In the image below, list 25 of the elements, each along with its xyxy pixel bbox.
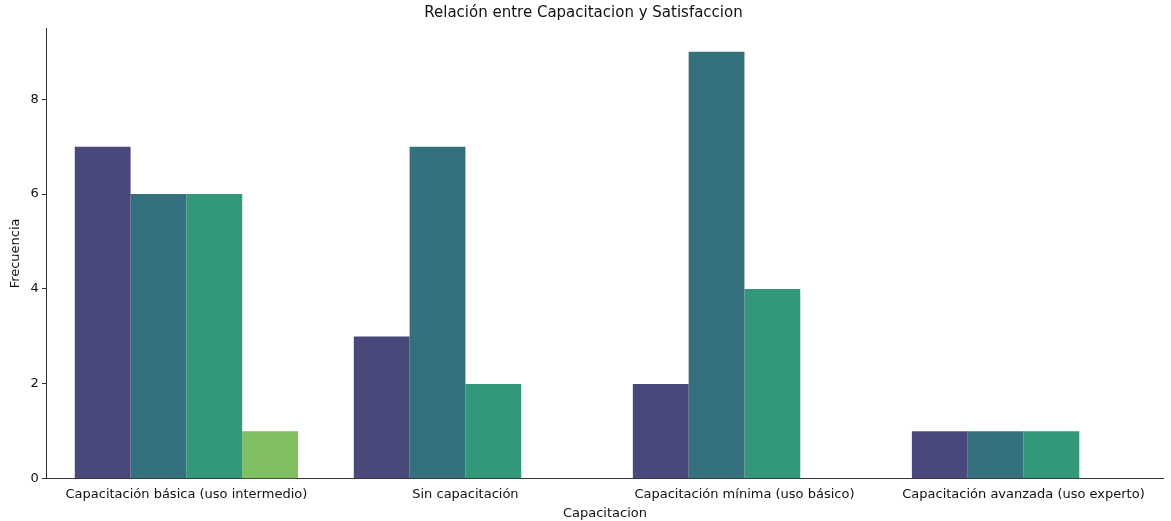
bar [911,431,968,479]
x-tick-label: Capacitación avanzada (uso experto) [902,485,1145,501]
x-tick-label: Capacitación mínima (uso básico) [634,485,855,501]
bar [744,288,801,479]
x-axis-title: Capacitacion [562,504,647,520]
bar [74,146,131,479]
y-tick-label: 8 [30,90,39,106]
bar [130,194,187,479]
y-tick-label: 4 [30,280,39,296]
bar [353,336,410,479]
y-tick-label: 0 [30,470,39,486]
bar [1023,431,1080,479]
bar [409,146,466,479]
bar [967,431,1024,479]
bar [186,194,243,479]
y-tick-label: 6 [30,185,39,201]
bar [632,383,689,479]
bar [688,51,745,479]
y-axis-title: Frecuencia [7,218,23,289]
bar [465,383,522,479]
x-tick-label: Sin capacitación [412,485,519,501]
y-tick-label: 2 [30,375,39,391]
bar [242,431,298,479]
x-tick-label: Capacitación básica (uso intermedio) [65,485,308,501]
chart-title: Relación entre Capacitacion y Satisfaccion [424,2,743,21]
